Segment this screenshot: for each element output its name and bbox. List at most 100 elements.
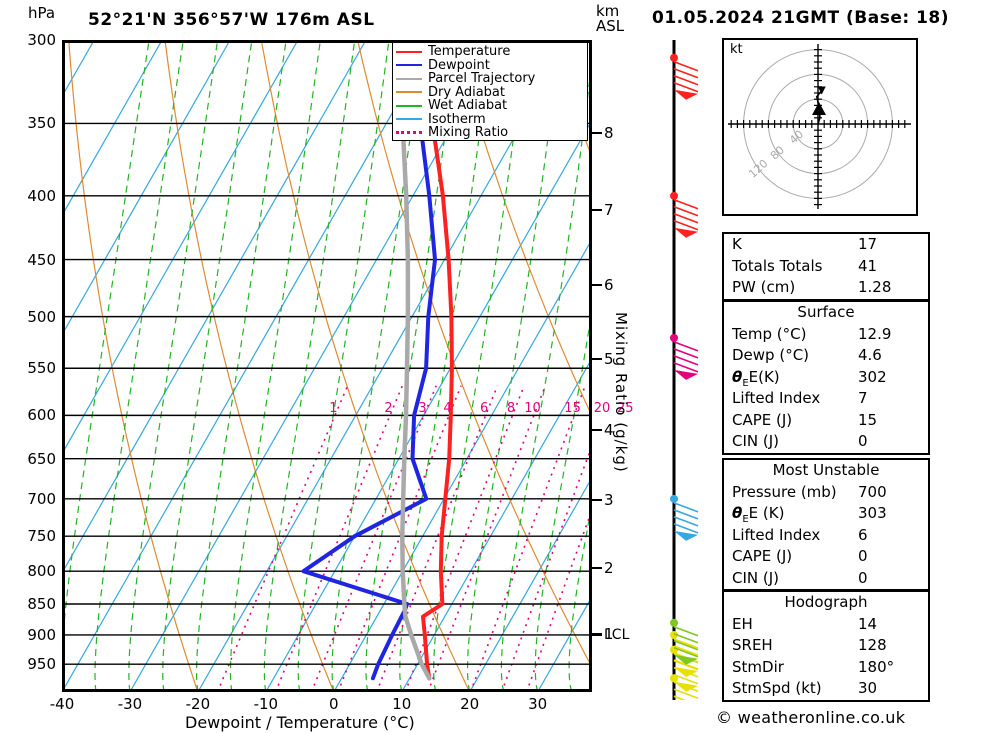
table-row-key: Dewp (°C): [732, 346, 810, 364]
mixing-ratio-lines: [216, 385, 592, 692]
legend-item-mixing-ratio: Mixing Ratio: [396, 126, 584, 140]
legend-label: Mixing Ratio: [428, 125, 509, 141]
plot-frame: [62, 40, 592, 692]
legend-swatch-icon: [396, 131, 422, 135]
pressure-tick-800: 800: [27, 562, 56, 581]
table-row-value: 303: [858, 504, 887, 522]
wind-barb-700hpa: [670, 494, 699, 541]
legend-item-temperature: Temperature: [396, 45, 584, 59]
legend-item-wet-adiabat: Wet Adiabat: [396, 99, 584, 113]
height-tick-mark: [592, 429, 602, 432]
table-row-key: CAPE (J): [732, 410, 793, 429]
pressure-tick-600: 600: [27, 406, 56, 425]
watermark: © weatheronline.co.uk: [716, 708, 906, 727]
pressure-tick-400: 400: [27, 186, 56, 205]
legend-item-isotherm: Isotherm: [396, 113, 584, 127]
table-row-key: Temp (°C): [732, 324, 807, 343]
table-row-value: 700: [858, 482, 887, 501]
table-row: EH 14: [724, 614, 928, 636]
table-row: Pressure (mb) 700: [724, 482, 928, 504]
table-row: PW (cm) 1.28: [724, 277, 928, 299]
height-tick-6km: 6: [604, 276, 614, 295]
table-row: K 17: [724, 234, 928, 256]
temperature-tick--10: -10: [253, 695, 279, 713]
height-tick-mark: [592, 131, 602, 134]
mixing-ratio-label-20: 20: [593, 401, 611, 417]
legend-item-dewpoint: Dewpoint: [396, 59, 584, 73]
pressure-axis-unit: hPa: [28, 4, 56, 22]
chart-legend: Temperature Dewpoint Parcel Trajectory Dry …: [392, 42, 588, 141]
table-row-value: 0: [858, 547, 868, 565]
legend-label: Dewpoint: [428, 57, 490, 73]
table-row: Totals Totals 41: [724, 256, 928, 278]
pressure-tick-300: 300: [27, 31, 56, 49]
pressure-tick-500: 500: [27, 307, 56, 326]
table-row-value: 7: [858, 389, 868, 407]
height-tick-7km: 7: [604, 201, 614, 220]
table-row: Lifted Index 6: [724, 525, 928, 547]
temperature-tick-0: 0: [329, 695, 339, 713]
temperature-tick--20: -20: [185, 695, 211, 713]
table-row-key: Pressure (mb): [732, 482, 837, 501]
hodograph-unit-label: kt: [730, 42, 743, 57]
surface-parcel-table: Surface Temp (°C) 12.9 Dewp (°C) 4.6 θEE(K) 30…: [722, 300, 930, 455]
table-row-key: PW (cm): [732, 278, 796, 296]
legend-swatch-icon: [396, 91, 422, 94]
table-row-key: StmDir: [732, 657, 784, 676]
height-tick-mark: [592, 498, 602, 501]
legend-swatch-icon: [396, 118, 422, 121]
table-row-key: θEE (K): [732, 504, 785, 525]
temperature-tick-30: 30: [528, 695, 548, 713]
table-row-value: 12.9: [858, 324, 892, 343]
temperature-tick-10: 10: [392, 695, 412, 713]
table-row-key: SREH: [732, 636, 773, 654]
table-row-key: Lifted Index: [732, 525, 821, 544]
table-row-value: 4.6: [858, 346, 882, 364]
table-row: CAPE (J) 0: [724, 546, 928, 568]
wind-barb-520hpa: [670, 333, 699, 380]
legend-label: Dry Adiabat: [428, 84, 505, 100]
table-row-value: 180°: [858, 657, 895, 676]
mixing-ratio-label-3: 3: [418, 401, 427, 417]
storm-motion-marker: [812, 102, 826, 115]
table-row-value: 15: [858, 410, 878, 429]
surface-table-caption: Surface: [797, 303, 855, 321]
table-row-value: 6: [858, 525, 868, 544]
hodograph-tip-marker: [817, 86, 826, 95]
table-row-value: 302: [858, 367, 887, 386]
height-tick-3km: 3: [604, 490, 614, 509]
temperature-tick--30: -30: [117, 695, 143, 713]
table-row: Temp (°C) 12.9: [724, 324, 928, 346]
pressure-tick-450: 450: [27, 250, 56, 269]
hodograph-plot: 40 80 120: [722, 38, 918, 216]
table-row-value: 0: [858, 568, 868, 587]
table-row: StmSpd (kt) 30: [724, 678, 928, 700]
table-row: SREH 128: [724, 635, 928, 657]
legend-label: Parcel Trajectory: [428, 71, 536, 87]
wind-barb-column: [670, 40, 699, 700]
lcl-tick-mark: [592, 633, 602, 636]
mixing-ratio-axis-label: Mixing Ratio (g/kg): [612, 312, 630, 473]
page-title: 52°21'N 356°57'W 176m ASL: [88, 10, 375, 30]
height-tick-mark: [592, 358, 602, 361]
wind-barb-400hpa: [670, 191, 699, 238]
mixing-ratio-label-1: 1: [329, 401, 338, 417]
pressure-tick-950: 950: [27, 655, 56, 674]
temperature-tick-20: 20: [460, 695, 480, 713]
isobar-lines: [62, 40, 592, 665]
table-row: CIN (J) 0: [724, 568, 928, 590]
mixing-ratio-label-25: 25: [617, 401, 634, 417]
legend-item-dry-adiabat: Dry Adiabat: [396, 86, 584, 100]
table-row-key: Lifted Index: [732, 389, 821, 407]
table-row-key: CIN (J): [732, 432, 780, 450]
table-row-value: 14: [858, 614, 878, 633]
height-tick-2km: 2: [604, 558, 614, 577]
indices-table: K 17 Totals Totals 41 PW (cm) 1.28: [722, 232, 930, 301]
height-tick-4km: 4: [604, 421, 614, 440]
profile-curves: [301, 40, 454, 681]
height-tick-mark: [592, 209, 602, 212]
pressure-tick-900: 900: [27, 625, 56, 644]
table-row-key: CAPE (J): [732, 547, 793, 565]
legend-label: Wet Adiabat: [428, 98, 508, 114]
table-row-key: StmSpd (kt): [732, 679, 822, 697]
